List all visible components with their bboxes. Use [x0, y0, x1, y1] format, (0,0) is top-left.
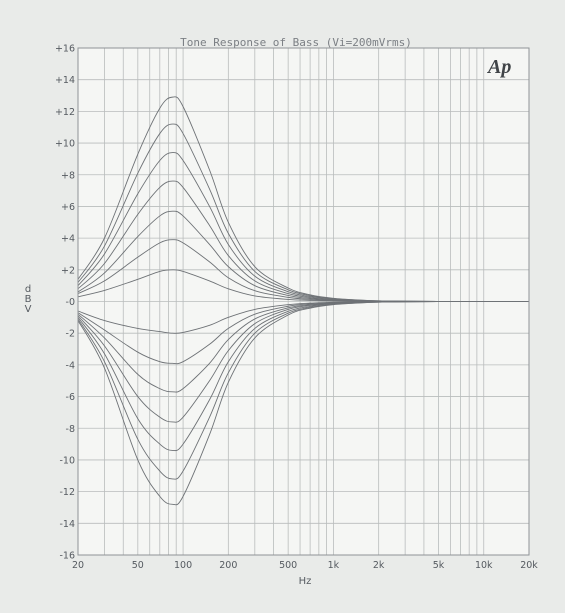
y-tick-label: -4	[66, 360, 75, 371]
y-tick-label: -10	[59, 455, 75, 466]
y-axis-label-char: d	[25, 284, 31, 295]
x-tick-label: 5k	[433, 560, 445, 571]
y-tick-label: +8	[61, 170, 75, 181]
ap-logo: Ap	[486, 56, 511, 78]
y-tick-label: +16	[55, 44, 75, 55]
plot-frame	[77, 47, 530, 556]
y-axis-label-char: B	[25, 294, 32, 305]
response-curve-14	[77, 301, 529, 506]
x-tick-label: 1k	[328, 560, 340, 571]
x-tick-label: 20k	[520, 560, 538, 571]
y-tick-label: -6	[66, 392, 75, 403]
x-tick-label: 10k	[475, 560, 493, 571]
chart-title: Tone Response of Bass (Vi=200mVrms)	[180, 36, 412, 49]
y-axis-label: dBV	[25, 284, 32, 315]
y-tick-label: -0	[66, 297, 75, 308]
y-tick-label: +4	[61, 234, 75, 245]
y-tick-label: +2	[61, 265, 75, 276]
y-tick-label: -2	[66, 329, 75, 340]
y-tick-label: +10	[55, 139, 75, 150]
x-axis-label: Hz	[299, 576, 312, 587]
y-tick-label: +14	[55, 75, 75, 86]
x-tick-label: 500	[279, 560, 297, 571]
y-tick-label: -14	[59, 519, 75, 530]
x-tick-label: 200	[219, 560, 237, 571]
curves	[77, 96, 529, 506]
y-tick-label: -12	[59, 487, 75, 498]
y-tick-label: +12	[55, 107, 75, 118]
tick-labels: 20 50 100 200 500 1k 2k 5k 10k 20k -16 -14 -12 -10 -8 -…	[55, 44, 538, 572]
y-axis-label-char: V	[25, 304, 32, 315]
x-tick-label: 20	[72, 560, 84, 571]
y-tick-label: -16	[59, 551, 75, 562]
x-tick-label: 100	[174, 560, 192, 571]
y-tick-label: +6	[61, 202, 75, 213]
x-tick-label: 2k	[373, 560, 385, 571]
x-tick-label: 50	[132, 560, 144, 571]
y-tick-label: -8	[66, 424, 75, 435]
